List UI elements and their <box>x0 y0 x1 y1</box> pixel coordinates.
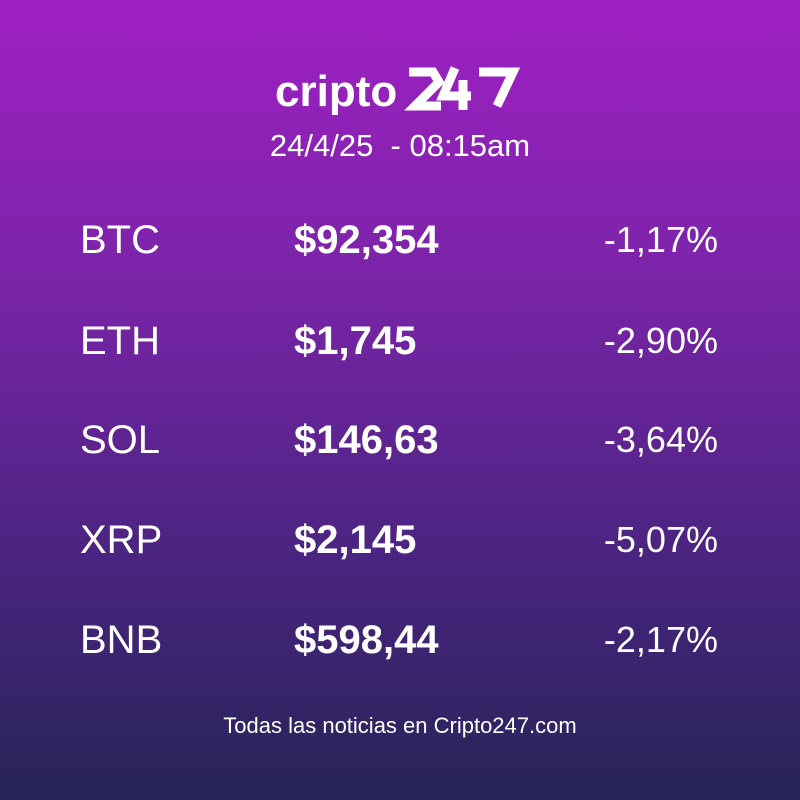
price-row-bnb: BNB $598,44 -2,17% <box>0 610 800 670</box>
footer-text: Todas las noticias en Cripto247.com <box>223 713 577 738</box>
price-value: $1,745 <box>294 319 417 363</box>
symbol-label: BNB <box>80 618 163 662</box>
change-value: -1,17% <box>603 219 718 260</box>
change-value: -2,90% <box>603 320 718 361</box>
change-value: -2,17% <box>603 619 718 660</box>
price-value: $2,145 <box>294 518 417 562</box>
price-row-eth: ETH $1,745 -2,90% <box>0 311 800 371</box>
symbol-label: BTC <box>80 218 160 262</box>
price-row-btc: BTC $92,354 -1,17% <box>0 210 800 270</box>
price-value: $146,63 <box>294 418 439 462</box>
brand-logo: cripto <box>0 62 800 118</box>
cripto247-logo: cripto <box>275 66 521 116</box>
price-row-sol: SOL $146,63 -3,64% <box>0 410 800 470</box>
symbol-label: ETH <box>80 319 160 363</box>
price-row-xrp: XRP $2,145 -5,07% <box>0 510 800 570</box>
svg-text:cripto: cripto <box>275 67 397 116</box>
symbol-label: XRP <box>80 518 163 562</box>
change-value: -3,64% <box>603 419 718 460</box>
price-value: $92,354 <box>294 218 439 262</box>
symbol-label: SOL <box>80 418 161 462</box>
change-value: -5,07% <box>603 519 718 560</box>
date-time: 24/4/25 - 08:15am <box>269 128 531 163</box>
price-value: $598,44 <box>294 618 439 662</box>
